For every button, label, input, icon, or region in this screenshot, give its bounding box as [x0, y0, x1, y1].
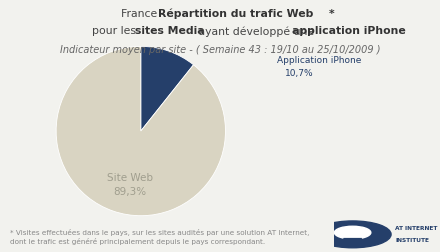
- Circle shape: [334, 226, 371, 239]
- Text: sites Media: sites Media: [135, 26, 205, 37]
- Text: pour les: pour les: [92, 26, 140, 37]
- Text: 89,3%: 89,3%: [113, 187, 147, 197]
- Polygon shape: [344, 239, 362, 244]
- Text: Répartition du trafic Web: Répartition du trafic Web: [158, 9, 313, 19]
- Text: 10,7%: 10,7%: [285, 69, 314, 78]
- Text: Indicateur moyen par site - ( Semaine 43 : 19/10 au 25/10/2009 ): Indicateur moyen par site - ( Semaine 43…: [60, 45, 380, 55]
- Circle shape: [314, 221, 391, 248]
- Text: AT INTERNET: AT INTERNET: [395, 226, 437, 231]
- Text: application iPhone: application iPhone: [292, 26, 406, 37]
- Text: ayant développé une: ayant développé une: [195, 26, 318, 37]
- Text: dont le trafic est généré principalement depuis le pays correspondant.: dont le trafic est généré principalement…: [10, 238, 265, 245]
- Text: *: *: [329, 9, 335, 19]
- Text: INSTITUTE: INSTITUTE: [395, 238, 429, 243]
- Wedge shape: [141, 46, 194, 131]
- Text: * Visites effectuées dans le pays, sur les sites audités par une solution AT Int: * Visites effectuées dans le pays, sur l…: [10, 229, 309, 236]
- Text: Site Web: Site Web: [107, 173, 153, 183]
- Text: Application iPhone: Application iPhone: [277, 56, 362, 65]
- Wedge shape: [56, 46, 225, 216]
- Text: France -: France -: [121, 9, 168, 19]
